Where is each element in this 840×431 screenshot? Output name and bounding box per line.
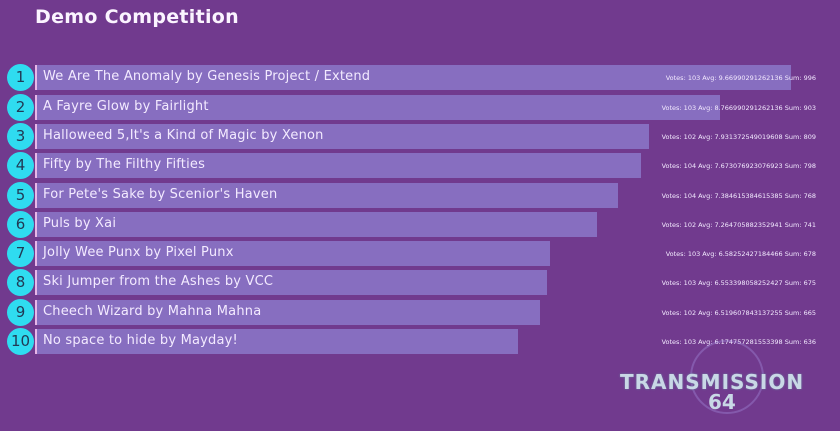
score-bar bbox=[35, 241, 550, 266]
rank-badge: 4 bbox=[7, 152, 34, 179]
entry-name: A Fayre Glow by Fairlight bbox=[43, 99, 209, 114]
entry-stats: Votes: 103 Avg: 9.66990291262136 Sum: 99… bbox=[665, 74, 816, 82]
rank-badge: 1 bbox=[7, 64, 34, 91]
entry-name: We Are The Anomaly by Genesis Project / … bbox=[43, 69, 371, 84]
logo-word: TRANSMISSION bbox=[620, 370, 805, 394]
score-bar bbox=[35, 329, 518, 354]
result-row: 10 No space to hide by Mayday! Votes: 103 … bbox=[0, 328, 840, 355]
score-bar bbox=[35, 95, 720, 120]
rank-badge: 6 bbox=[7, 211, 34, 238]
result-row: 2 A Fayre Glow by Fairlight Votes: 103 Avg… bbox=[0, 94, 840, 121]
result-row: 1 We Are The Anomaly by Genesis Project /… bbox=[0, 64, 840, 91]
result-row: 3 Halloweed 5,It's a Kind of Magic by Xen… bbox=[0, 123, 840, 150]
entry-stats: Votes: 102 Avg: 7.931372549019608 Sum: 8… bbox=[661, 133, 816, 141]
entry-stats: Votes: 103 Avg: 6.553398058252427 Sum: 6… bbox=[661, 279, 816, 287]
score-bar bbox=[35, 153, 641, 178]
entry-name: Fifty by The Filthy Fifties bbox=[43, 157, 206, 172]
entry-name: Jolly Wee Punx by Pixel Punx bbox=[43, 245, 234, 260]
result-row: 6 Puls by Xai Votes: 102 Avg: 7.2647058823… bbox=[0, 211, 840, 238]
entry-name: No space to hide by Mayday! bbox=[43, 333, 238, 348]
score-bar bbox=[35, 212, 597, 237]
entry-name: For Pete's Sake by Scenior's Haven bbox=[43, 187, 278, 202]
entry-stats: Votes: 103 Avg: 8.766990291262136 Sum: 9… bbox=[661, 104, 816, 112]
score-bar bbox=[35, 124, 649, 149]
entry-stats: Votes: 103 Avg: 6.58252427184466 Sum: 67… bbox=[665, 250, 816, 258]
rank-badge: 9 bbox=[7, 299, 34, 326]
score-bar bbox=[35, 183, 618, 208]
logo-number: 64 bbox=[708, 390, 736, 414]
entry-name: Cheech Wizard by Mahna Mahna bbox=[43, 304, 262, 319]
result-row: 9 Cheech Wizard by Mahna Mahna Votes: 102 … bbox=[0, 299, 840, 326]
logo-signal-ring bbox=[690, 340, 764, 414]
score-bar bbox=[35, 65, 791, 90]
result-row: 7 Jolly Wee Punx by Pixel Punx Votes: 103 … bbox=[0, 240, 840, 267]
score-bar bbox=[35, 300, 540, 325]
rank-badge: 10 bbox=[7, 328, 34, 355]
transmission64-logo: TRANSMISSION 64 bbox=[620, 340, 830, 422]
entry-name: Halloweed 5,It's a Kind of Magic by Xeno… bbox=[43, 128, 324, 143]
rank-badge: 2 bbox=[7, 94, 34, 121]
score-bar bbox=[35, 270, 547, 295]
rank-badge: 3 bbox=[7, 123, 34, 150]
rank-badge: 8 bbox=[7, 269, 34, 296]
result-row: 5 For Pete's Sake by Scenior's Haven Votes… bbox=[0, 182, 840, 209]
entry-name: Ski Jumper from the Ashes by VCC bbox=[43, 274, 274, 289]
entry-stats: Votes: 102 Avg: 6.519607843137255 Sum: 6… bbox=[661, 309, 816, 317]
entry-stats: Votes: 102 Avg: 7.264705882352941 Sum: 7… bbox=[661, 221, 816, 229]
page-title: Demo Competition bbox=[35, 6, 239, 28]
entry-stats: Votes: 104 Avg: 7.673076923076923 Sum: 7… bbox=[661, 162, 816, 170]
rank-badge: 5 bbox=[7, 182, 34, 209]
result-row: 4 Fifty by The Filthy Fifties Votes: 104 A… bbox=[0, 152, 840, 179]
entry-name: Puls by Xai bbox=[43, 216, 117, 231]
rank-badge: 7 bbox=[7, 240, 34, 267]
entry-stats: Votes: 104 Avg: 7.384615384615385 Sum: 7… bbox=[661, 192, 816, 200]
result-row: 8 Ski Jumper from the Ashes by VCC Votes: … bbox=[0, 269, 840, 296]
